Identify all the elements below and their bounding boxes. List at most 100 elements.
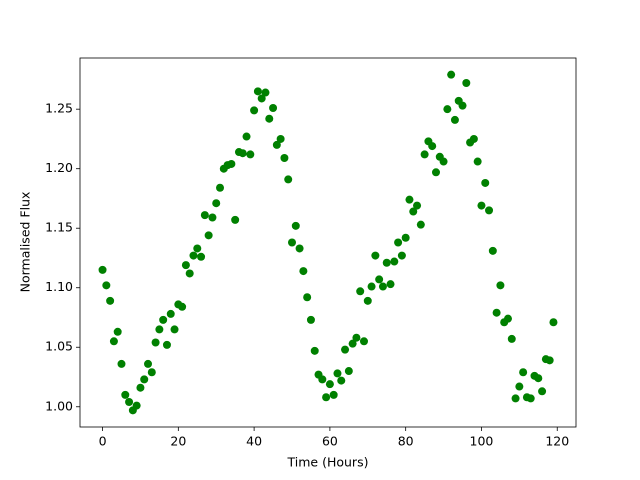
- point: [443, 105, 452, 114]
- point: [473, 157, 482, 166]
- point: [416, 220, 425, 229]
- point: [519, 368, 528, 377]
- point: [511, 394, 520, 403]
- x-tick-label: 120: [545, 434, 569, 449]
- point: [348, 339, 357, 348]
- point: [386, 280, 395, 289]
- point: [359, 337, 368, 346]
- point: [166, 309, 175, 318]
- point: [352, 333, 361, 342]
- point: [420, 150, 429, 159]
- point: [401, 233, 410, 242]
- point: [216, 183, 225, 192]
- point: [151, 338, 160, 347]
- point: [113, 327, 122, 336]
- point: [431, 168, 440, 177]
- point: [356, 287, 365, 296]
- point: [469, 134, 478, 143]
- point: [310, 346, 319, 355]
- point: [246, 150, 255, 159]
- point: [208, 213, 217, 222]
- point: [333, 369, 342, 378]
- point: [303, 293, 312, 302]
- point: [197, 252, 206, 261]
- x-tick-label: 40: [246, 434, 262, 449]
- point: [178, 302, 187, 311]
- point: [200, 211, 209, 220]
- point: [231, 215, 240, 224]
- point: [132, 401, 141, 410]
- point: [485, 206, 494, 215]
- point: [272, 140, 281, 149]
- point: [159, 315, 168, 324]
- point: [204, 231, 213, 240]
- point: [170, 325, 179, 334]
- point: [227, 159, 236, 168]
- point: [477, 201, 486, 210]
- point: [276, 134, 285, 143]
- point: [439, 157, 448, 166]
- point: [367, 282, 376, 291]
- x-axis-label: Time (Hours): [287, 455, 369, 470]
- y-tick-label: 1.20: [45, 160, 73, 175]
- point: [98, 265, 107, 274]
- point: [458, 101, 467, 110]
- point: [534, 374, 543, 383]
- x-tick-label: 80: [398, 434, 414, 449]
- point: [288, 238, 297, 247]
- point: [106, 296, 115, 305]
- point: [242, 132, 251, 141]
- point: [375, 275, 384, 284]
- point: [325, 380, 334, 389]
- point: [121, 390, 130, 399]
- point: [280, 153, 289, 162]
- point: [481, 178, 490, 187]
- point: [253, 87, 262, 96]
- x-tick-label: 100: [470, 434, 494, 449]
- point: [185, 269, 194, 278]
- point: [306, 315, 315, 324]
- point: [496, 281, 505, 290]
- point: [549, 318, 558, 327]
- plot-frame: [79, 57, 577, 428]
- point: [413, 201, 422, 210]
- point: [102, 281, 111, 290]
- point: [284, 175, 293, 184]
- point: [503, 314, 512, 323]
- y-tick-label: 1.15: [45, 220, 73, 235]
- x-tick-label: 0: [99, 434, 107, 449]
- point: [488, 246, 497, 255]
- point: [447, 70, 456, 79]
- point: [405, 195, 414, 204]
- point: [462, 78, 471, 87]
- point: [265, 114, 274, 123]
- y-axis-label: Normalised Flux: [18, 192, 33, 293]
- point: [344, 367, 353, 376]
- point: [322, 393, 331, 402]
- point: [189, 251, 198, 260]
- point: [257, 94, 266, 103]
- point: [526, 394, 535, 403]
- y-tick-label: 1.25: [45, 101, 73, 116]
- x-tick-label: 20: [170, 434, 186, 449]
- point: [212, 199, 221, 208]
- point: [140, 375, 149, 384]
- point: [545, 356, 554, 365]
- point: [147, 368, 156, 377]
- point: [378, 282, 387, 291]
- point: [507, 334, 516, 343]
- point: [299, 267, 308, 276]
- point: [538, 387, 547, 396]
- point: [269, 103, 278, 112]
- point: [117, 359, 126, 368]
- y-tick-label: 1.05: [45, 339, 73, 354]
- y-tick-label: 1.00: [45, 398, 73, 413]
- point: [261, 88, 270, 97]
- point: [318, 375, 327, 384]
- point: [144, 359, 153, 368]
- x-tick-label: 60: [322, 434, 338, 449]
- point: [329, 390, 338, 399]
- point: [337, 376, 346, 385]
- point: [492, 308, 501, 317]
